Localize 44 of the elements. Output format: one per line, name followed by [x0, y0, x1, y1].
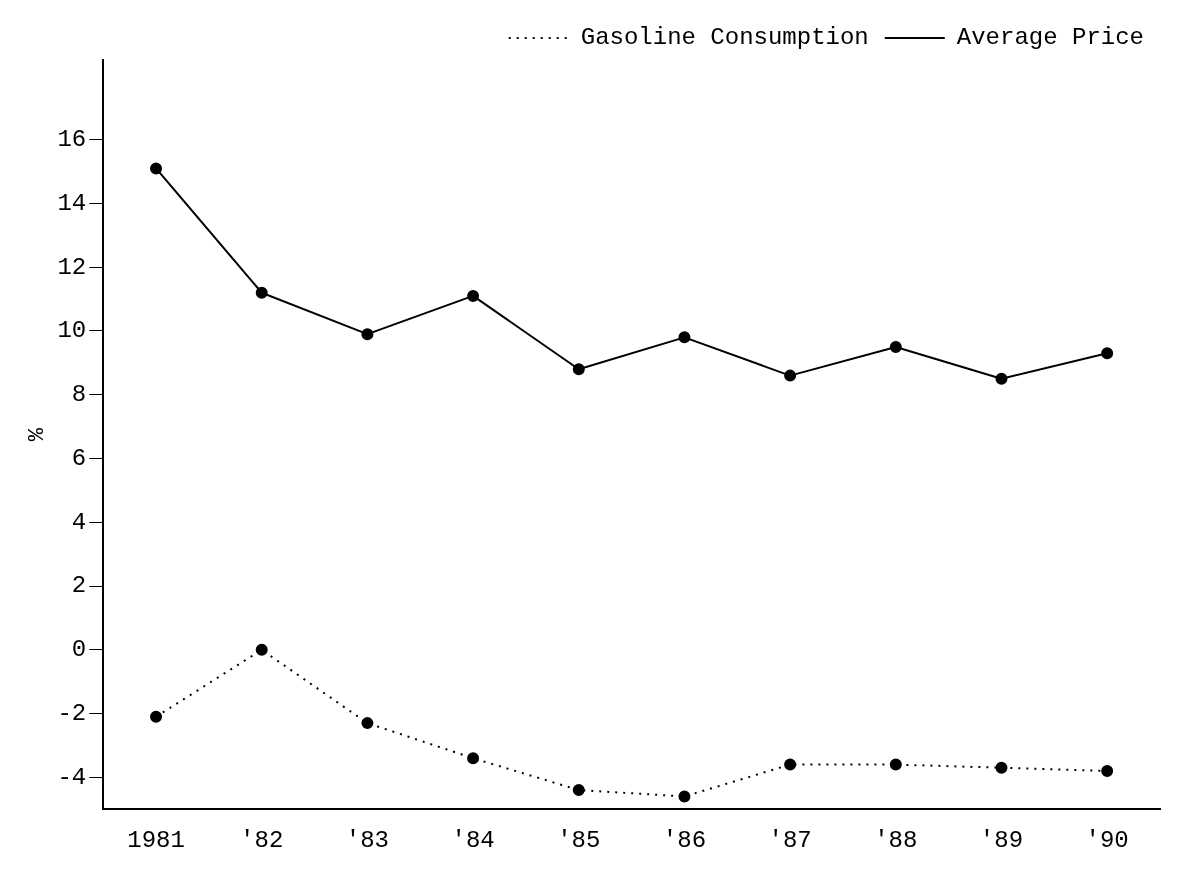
- x-tick-label: '89: [979, 826, 1024, 854]
- point: [255, 286, 268, 299]
- point: [150, 162, 163, 175]
- point: [995, 372, 1008, 385]
- x-tick-label: '88: [874, 826, 918, 854]
- x-tick-label: '85: [557, 826, 601, 854]
- point: [889, 340, 902, 353]
- y-tick-label: 14: [57, 189, 87, 217]
- point: [678, 331, 691, 344]
- y-tick-label: -2: [57, 699, 87, 727]
- legend-label: Gasoline Consumption: [580, 24, 869, 52]
- y-tick-label: 10: [57, 317, 87, 345]
- point: [1101, 347, 1114, 360]
- x-tick-label: '83: [345, 826, 390, 854]
- point: [784, 369, 797, 382]
- point: [361, 328, 374, 341]
- point: [678, 790, 691, 803]
- point: [361, 717, 374, 730]
- point: [467, 752, 480, 765]
- x-tick-label: 1981: [127, 826, 185, 854]
- y-tick-label: 0: [71, 636, 87, 664]
- x-tick-label: '87: [768, 826, 812, 854]
- y-tick-label: 6: [71, 444, 87, 472]
- y-tick-label: -4: [57, 763, 87, 791]
- x-tick-label: '82: [240, 826, 284, 854]
- x-tick-label: '84: [451, 826, 495, 854]
- point: [255, 643, 268, 656]
- y-axis-title: %: [25, 427, 51, 442]
- point: [467, 289, 480, 302]
- y-tick-label: 16: [57, 126, 87, 154]
- legend-label: Average Price: [956, 24, 1144, 52]
- y-tick-label: 12: [57, 253, 87, 281]
- point: [784, 758, 797, 771]
- point: [889, 758, 902, 771]
- point: [995, 761, 1008, 774]
- point: [1101, 764, 1114, 777]
- point: [572, 784, 585, 797]
- x-tick-label: '90: [1085, 826, 1129, 854]
- x-tick-label: '86: [662, 826, 707, 854]
- point: [572, 363, 585, 376]
- y-tick-label: 2: [71, 572, 87, 600]
- point: [150, 710, 163, 723]
- y-tick-label: 4: [71, 508, 87, 536]
- y-tick-label: 8: [71, 381, 87, 409]
